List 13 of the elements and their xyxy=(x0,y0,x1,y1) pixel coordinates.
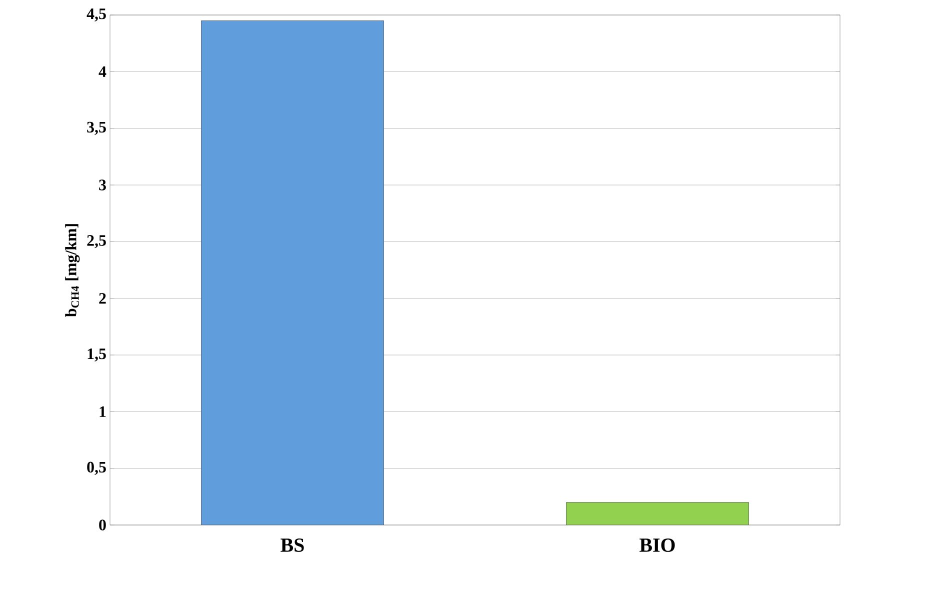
y-tick-label: 3 xyxy=(99,180,106,190)
y-tick-label: 0,5 xyxy=(87,462,106,475)
y-tick-label: 2,5 xyxy=(87,235,106,248)
y-tick-label: 1 xyxy=(100,406,106,417)
x-tick-label: BIO xyxy=(640,538,675,552)
y-tick-label: 3,5 xyxy=(87,122,106,135)
y-tick-label: 0 xyxy=(99,520,106,530)
y-tick-label: 1,5 xyxy=(88,348,106,362)
y-axis-title: b$_{CH4}$ [mg/km] xyxy=(65,224,80,317)
y-tick-label: 4 xyxy=(98,66,106,77)
x-tick-label: BS xyxy=(280,538,304,552)
y-tick-label: 4,5 xyxy=(86,8,106,22)
y-tick-label: 2 xyxy=(99,293,106,304)
